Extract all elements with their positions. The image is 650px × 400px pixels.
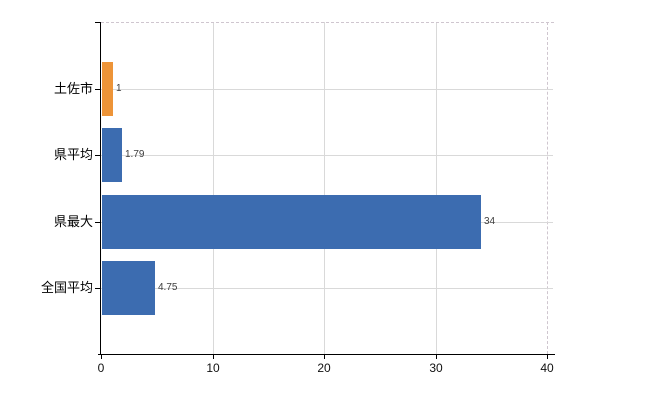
x-tick-0: [101, 354, 102, 359]
gridline-y-3: [101, 288, 553, 289]
x-tick-label-40: 40: [540, 361, 554, 375]
y-tick-3: [95, 288, 101, 289]
plot-top-border: [101, 22, 554, 23]
x-tick-40: [547, 354, 548, 359]
x-tick-label-10: 10: [206, 361, 220, 375]
category-label-0: 土佐市: [53, 81, 93, 96]
y-axis-line: [100, 22, 101, 355]
category-label-2: 県最大: [53, 214, 93, 229]
value-label-2: 34: [484, 216, 496, 227]
value-label-0: 1: [116, 83, 122, 94]
x-tick-20: [324, 354, 325, 359]
gridline-x-20: [324, 22, 325, 354]
gridline-x-10: [213, 22, 214, 354]
bar-2: [102, 195, 481, 249]
gridline-x-40: [547, 22, 548, 354]
x-tick-label-0: 0: [97, 361, 105, 375]
value-label-3: 4.75: [158, 282, 178, 293]
category-label-3: 全国平均: [40, 280, 93, 295]
y-tick-top: [95, 22, 101, 23]
x-tick-label-20: 20: [317, 361, 331, 375]
value-label-1: 1.79: [125, 149, 145, 160]
gridline-x-30: [436, 22, 437, 354]
gridline-y-1: [101, 155, 553, 156]
x-tick-label-30: 30: [429, 361, 443, 375]
y-tick-2: [95, 222, 101, 223]
gridline-y-0: [101, 89, 553, 90]
x-axis-line: [98, 354, 555, 355]
category-label-1: 県平均: [53, 147, 93, 162]
x-tick-30: [436, 354, 437, 359]
bar-3: [102, 261, 155, 315]
x-tick-10: [213, 354, 214, 359]
y-tick-1: [95, 155, 101, 156]
bar-0: [102, 62, 113, 116]
bar-1: [102, 128, 122, 182]
y-tick-0: [95, 89, 101, 90]
